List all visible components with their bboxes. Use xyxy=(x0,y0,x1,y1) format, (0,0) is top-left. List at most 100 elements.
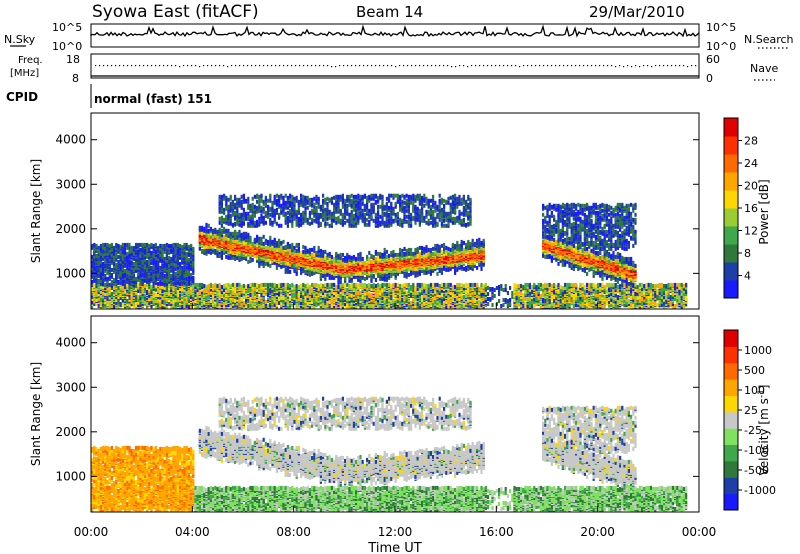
power-cell xyxy=(240,202,243,207)
power-cell xyxy=(308,247,311,252)
power-cell xyxy=(247,284,250,288)
power-cell xyxy=(280,203,283,208)
power-cell xyxy=(196,291,199,295)
power-cell xyxy=(339,208,342,213)
power-cell xyxy=(317,212,320,217)
power-cell xyxy=(207,291,210,295)
power-cell xyxy=(115,251,118,256)
power-cell xyxy=(168,243,171,248)
power-cell xyxy=(234,202,237,207)
power-cell xyxy=(212,294,215,298)
power-cell xyxy=(313,218,316,223)
power-cell xyxy=(240,232,243,237)
power-cell xyxy=(137,289,140,293)
power-cell xyxy=(157,287,160,291)
power-cell xyxy=(218,216,221,221)
power-cell xyxy=(284,200,287,205)
power-cell xyxy=(130,248,133,253)
power-cell xyxy=(339,194,342,199)
power-cell xyxy=(322,204,325,209)
nave-point xyxy=(367,65,369,67)
nave-point xyxy=(427,65,429,67)
power-cell xyxy=(106,242,109,247)
power-cell xyxy=(253,220,256,225)
power-cell xyxy=(223,229,226,234)
nave-point xyxy=(327,65,329,67)
power-cell xyxy=(132,245,135,250)
power-cell xyxy=(251,219,254,224)
nave-point xyxy=(667,65,669,67)
power-cell xyxy=(304,195,307,200)
power-cell xyxy=(273,288,276,292)
nave-point xyxy=(503,65,505,67)
power-cell xyxy=(260,205,263,210)
nave-point xyxy=(399,65,401,67)
power-cell xyxy=(183,266,186,271)
power-cell xyxy=(223,234,226,239)
nave-point xyxy=(387,65,389,67)
power-cell xyxy=(328,209,331,214)
nave-label: Nave xyxy=(750,62,778,75)
power-cell xyxy=(108,305,111,309)
power-cell xyxy=(146,259,149,264)
power-cell xyxy=(201,285,204,289)
power-cell xyxy=(293,245,296,250)
power-cell xyxy=(181,253,184,258)
power-cell xyxy=(121,249,124,254)
nave-point xyxy=(591,65,593,67)
power-cell xyxy=(229,213,232,218)
power-cell xyxy=(132,273,135,278)
power-cell xyxy=(132,251,135,256)
power-cell xyxy=(238,222,241,227)
power-cell xyxy=(242,231,245,236)
count-panel-frame xyxy=(90,23,700,48)
power-cell xyxy=(225,282,228,287)
power-cell xyxy=(256,234,259,239)
power-cell xyxy=(249,293,252,297)
freq-label-line1: Freq. xyxy=(18,55,43,66)
power-cell xyxy=(247,232,250,237)
power-cell xyxy=(304,210,307,215)
power-cell xyxy=(328,197,331,202)
power-cell xyxy=(91,254,94,259)
power-cell xyxy=(176,293,179,297)
power-cell xyxy=(203,300,206,304)
power-cell xyxy=(220,206,223,211)
nave-point xyxy=(571,65,573,67)
power-cell xyxy=(126,265,129,270)
power-cell xyxy=(137,277,140,282)
power-cell xyxy=(344,215,347,220)
power-cell xyxy=(229,218,232,223)
power-cell xyxy=(91,305,94,309)
power-cell xyxy=(348,194,351,199)
nave-point xyxy=(435,65,437,67)
power-cell xyxy=(165,288,168,292)
power-cell xyxy=(234,210,237,215)
power-cell xyxy=(192,285,195,289)
power-cell xyxy=(170,261,173,266)
power-cell xyxy=(344,220,347,225)
nave-point xyxy=(319,65,321,67)
power-cell xyxy=(159,246,162,251)
power-cell xyxy=(249,282,252,287)
power-cell xyxy=(247,215,250,220)
power-cell xyxy=(335,216,338,221)
power-cell xyxy=(245,198,248,203)
power-cell xyxy=(236,231,239,236)
nave-point xyxy=(375,65,377,67)
power-cell xyxy=(176,242,179,247)
power-cell xyxy=(99,302,102,306)
power-cell xyxy=(139,301,142,305)
power-cell xyxy=(278,238,281,243)
power-cell xyxy=(185,272,188,277)
power-cell xyxy=(218,294,221,298)
power-cell xyxy=(216,292,219,296)
power-cell xyxy=(194,285,197,289)
power-cell xyxy=(258,194,261,199)
power-cell xyxy=(231,287,234,291)
power-cell xyxy=(267,289,270,293)
power-cell xyxy=(97,245,100,250)
power-cell xyxy=(135,297,138,301)
power-cell xyxy=(245,211,248,216)
nave-point xyxy=(431,65,433,67)
